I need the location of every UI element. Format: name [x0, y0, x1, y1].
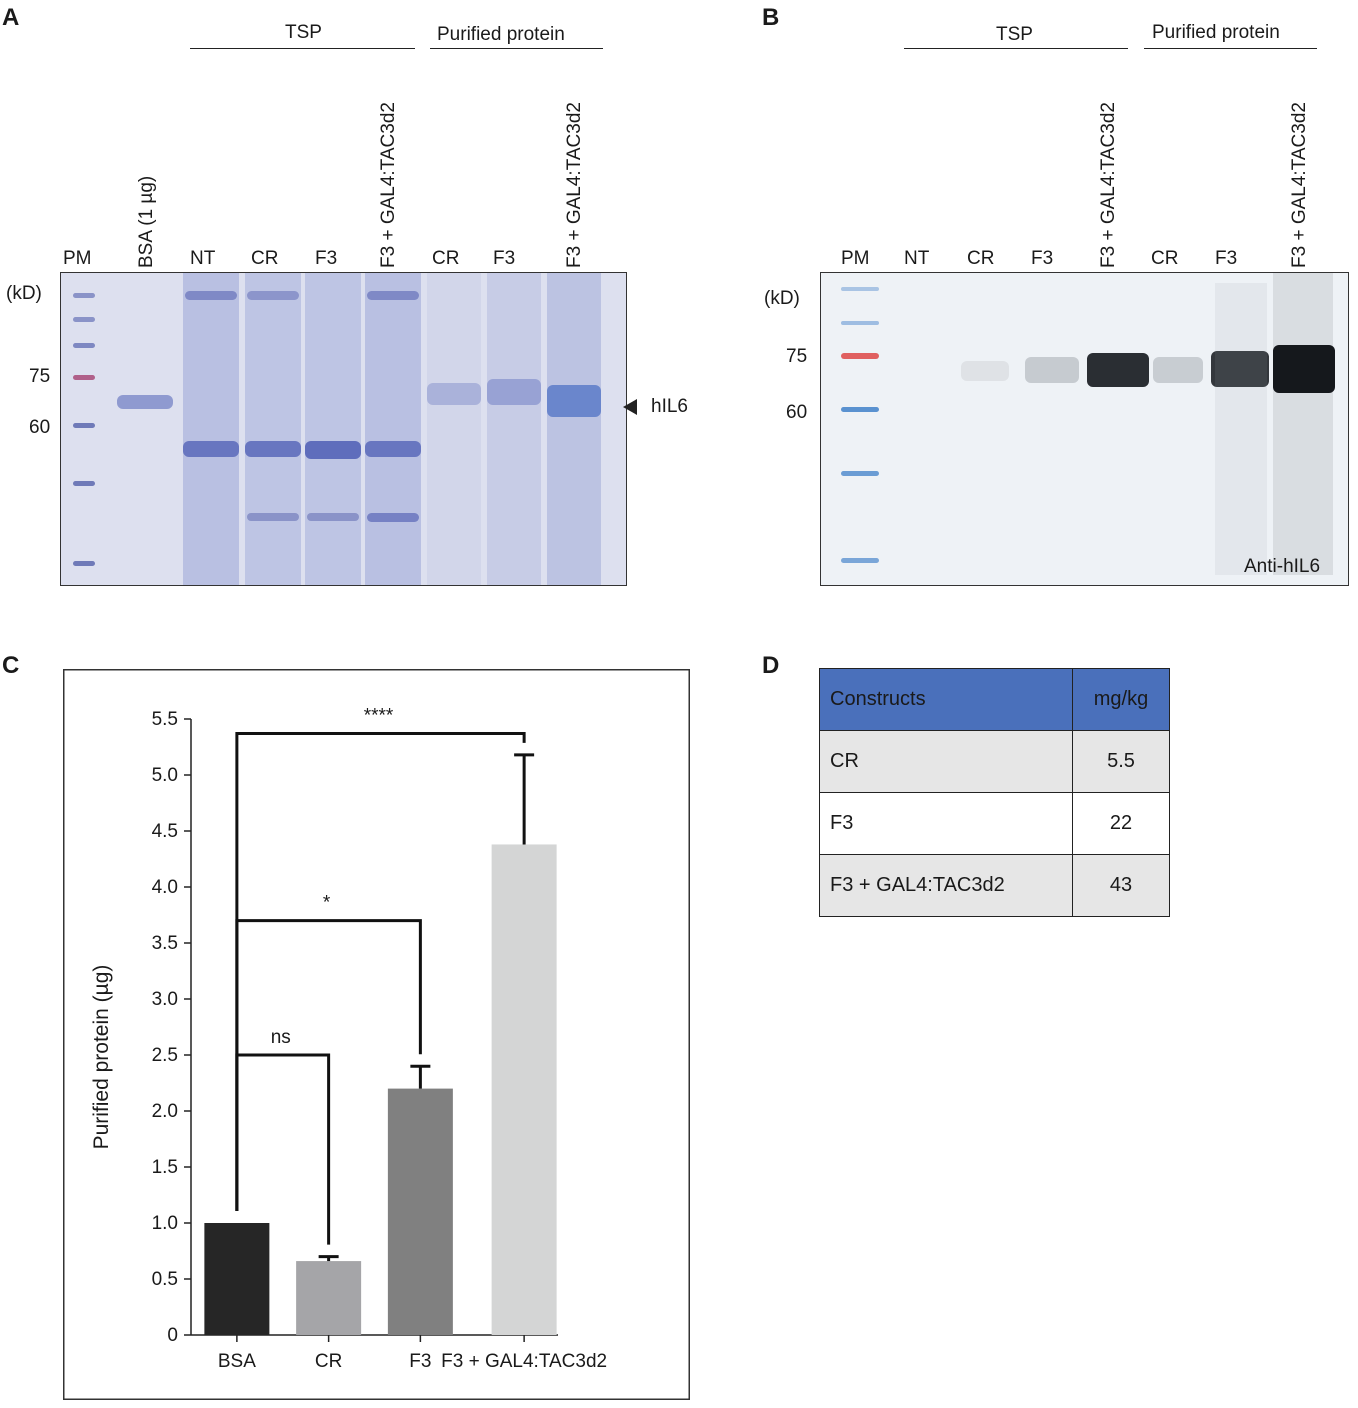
panel-b-mw-75: 75 [786, 346, 808, 367]
panel-a-lane-label: F3 + GAL4:TAC3d2 [378, 102, 399, 268]
x-tick-label: BSA [218, 1351, 256, 1372]
panel-b-purified-label: Purified protein [1152, 22, 1280, 43]
panel-a-purified-bracket [430, 48, 603, 49]
panel-a-arrowhead-icon [623, 399, 637, 415]
table-cell: F3 + GAL4:TAC3d2 [819, 854, 1073, 917]
panel-a-lane-label: CR [251, 248, 279, 269]
panel-a-lane-label: F3 [493, 248, 516, 269]
y-tick-label: 1.0 [152, 1213, 178, 1234]
y-tick-label: 3.5 [152, 933, 178, 954]
panel-a-kd-unit: (kD) [6, 283, 42, 304]
panel-b-letter: B [762, 4, 780, 31]
table-cell: 5.5 [1072, 730, 1170, 793]
panel-b-kd-unit: (kD) [764, 288, 800, 309]
table-cell: 22 [1072, 792, 1170, 855]
panel-a-purified-label: Purified protein [437, 24, 565, 45]
bar [387, 1088, 453, 1335]
panel-a-lane-label: CR [432, 248, 460, 269]
panel-a-mw-75: 75 [29, 366, 51, 387]
panel-a-tsp-bracket [190, 48, 415, 49]
panel-b-antibody-label: Anti-hIL6 [1244, 556, 1321, 577]
panel-b-lane-label: CR [1151, 248, 1179, 269]
panel-a-lane-label: F3 [315, 248, 338, 269]
y-tick-label: 4.0 [152, 877, 178, 898]
y-tick-label: 3.0 [152, 989, 178, 1010]
panel-a-mw-60: 60 [29, 417, 51, 438]
panel-b-lane-label: F3 + GAL4:TAC3d2 [1098, 102, 1119, 268]
table-row: F3 22 [819, 792, 1170, 855]
y-tick-label: 5.0 [152, 765, 178, 786]
panel-b-lane-label: CR [967, 248, 995, 269]
significance-bracket [235, 732, 526, 1211]
panel-b-lane-label: F3 [1031, 248, 1054, 269]
table-cell: 43 [1072, 854, 1170, 917]
panel-c-frame [63, 669, 690, 1400]
y-tick-label: 0 [167, 1325, 178, 1346]
table-header-row: Constructs mg/kg [819, 668, 1170, 731]
table-cell: F3 [819, 792, 1073, 855]
panel-b-tsp-bracket [904, 48, 1128, 49]
panel-b-lane-label: PM [841, 248, 870, 269]
table-header-cell: Constructs [819, 668, 1073, 731]
panel-a-letter: A [2, 4, 20, 31]
panel-a-lane-label: F3 + GAL4:TAC3d2 [564, 102, 585, 268]
panel-b-blot [820, 272, 1349, 586]
panel-a-hil6-label: hIL6 [651, 396, 688, 417]
table-row: CR 5.5 [819, 730, 1170, 793]
panel-b-tsp-label: TSP [996, 24, 1033, 45]
panel-a-gel [60, 272, 627, 586]
y-tick-label: 1.5 [152, 1157, 178, 1178]
panel-b-lane-label: F3 [1215, 248, 1238, 269]
y-axis-label: Purified protein (µg) [90, 965, 113, 1150]
y-tick-label: 2.5 [152, 1045, 178, 1066]
panel-c-bar-chart: 0 0.5 1.0 1.5 2.0 2.5 3.0 3.5 4.0 4.5 5.0 5.5 Purifi… [63, 669, 690, 1400]
significance-bracket [235, 1053, 331, 1245]
panel-a-lane-label: PM [63, 248, 92, 269]
x-tick-label: F3 [409, 1351, 431, 1372]
panel-b-lane-label: F3 + GAL4:TAC3d2 [1289, 102, 1310, 268]
x-tick-label: CR [315, 1351, 342, 1372]
significance-label: **** [364, 706, 394, 727]
panel-b-purified-bracket [1144, 48, 1317, 49]
panel-b-lane-label: NT [904, 248, 930, 269]
table-row: F3 + GAL4:TAC3d2 43 [819, 854, 1170, 917]
bar [204, 1223, 270, 1335]
panel-b-mw-60: 60 [786, 402, 808, 423]
table-header-cell: mg/kg [1072, 668, 1170, 731]
y-tick-label: 2.0 [152, 1101, 178, 1122]
panel-d-table: Constructs mg/kg CR 5.5 F3 22 F3 + GAL4:… [819, 668, 1170, 917]
significance-label: * [323, 893, 331, 914]
panel-c-letter: C [2, 652, 20, 679]
table-cell: CR [819, 730, 1073, 793]
panel-a-lane-label: NT [190, 248, 216, 269]
y-tick-label: 4.5 [152, 821, 178, 842]
y-tick-label: 0.5 [152, 1269, 178, 1290]
panel-d-letter: D [762, 652, 780, 679]
bar [296, 1261, 362, 1335]
significance-label: ns [271, 1027, 291, 1048]
x-tick-label: F3 + GAL4:TAC3d2 [441, 1351, 607, 1372]
panel-a-lane-label: BSA (1 µg) [136, 175, 157, 268]
panel-a-tsp-label: TSP [285, 22, 322, 43]
bar [491, 844, 557, 1335]
y-tick-label: 5.5 [152, 709, 178, 730]
